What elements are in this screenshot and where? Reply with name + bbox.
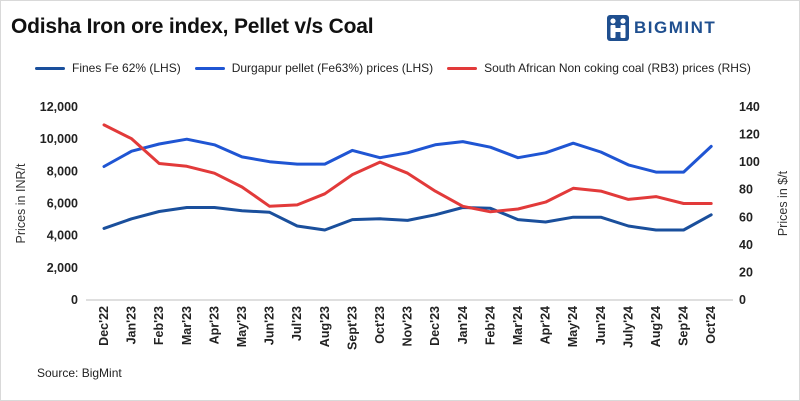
logo-text: BIGMINT xyxy=(634,18,717,37)
x-tick-label: Sep'24 xyxy=(677,306,691,346)
x-tick-label: Jun'24 xyxy=(594,306,608,345)
legend-item-fines: Fines Fe 62% (LHS) xyxy=(35,61,181,75)
x-tick-label: Jun'23 xyxy=(263,306,277,345)
y-left-tick-label: 8,000 xyxy=(47,164,78,178)
x-tick-label: Dec'23 xyxy=(428,306,442,346)
series-line xyxy=(102,206,713,232)
y-left-axis-title: Prices in INR/t xyxy=(14,163,28,243)
y-right-tick-label: 40 xyxy=(739,238,753,252)
series-line xyxy=(102,123,713,214)
legend-item-pellet: Durgapur pellet (Fe63%) prices (LHS) xyxy=(194,61,434,75)
legend-swatch xyxy=(35,66,65,70)
y-right-tick-label: 0 xyxy=(739,293,746,307)
y-right-tick-label: 140 xyxy=(739,100,760,114)
legend-label: Fines Fe 62% (LHS) xyxy=(72,61,181,75)
y-left-tick-label: 10,000 xyxy=(40,132,78,146)
legend-label: South African Non coking coal (RB3) pric… xyxy=(484,61,751,75)
series-line xyxy=(102,137,713,174)
x-tick-label: Apr'23 xyxy=(207,306,221,344)
y-right-tick-label: 60 xyxy=(739,210,753,224)
y-right-axis-title: Prices in $/t xyxy=(776,170,790,236)
x-tick-label: Aug'23 xyxy=(318,306,332,347)
y-right-tick-label: 100 xyxy=(739,155,760,169)
x-tick-label: Oct'23 xyxy=(373,306,387,344)
x-tick-label: Jul'23 xyxy=(290,306,304,341)
legend-label: Durgapur pellet (Fe63%) prices (LHS) xyxy=(231,61,434,75)
x-tick-label: Jan'23 xyxy=(125,306,139,344)
y-left-tick-label: 6,000 xyxy=(47,197,78,211)
bigmint-logo-icon xyxy=(607,15,629,41)
x-tick-label: Mar'24 xyxy=(511,306,525,345)
x-tick-label: Mar'23 xyxy=(180,306,194,345)
y-left-tick-label: 2,000 xyxy=(47,261,78,275)
x-tick-label: Sept'23 xyxy=(345,306,359,350)
x-tick-label: May'23 xyxy=(235,306,249,347)
legend-item-coal: South African Non coking coal (RB3) pric… xyxy=(447,61,751,75)
x-tick-label: May'24 xyxy=(566,306,580,347)
y-left-tick-label: 12,000 xyxy=(40,100,78,114)
chart-title: Odisha Iron ore index, Pellet v/s Coal xyxy=(11,15,374,38)
x-tick-label: Oct'24 xyxy=(704,306,718,344)
x-tick-label: Nov'23 xyxy=(401,306,415,347)
x-tick-label: Dec'22 xyxy=(97,306,111,346)
source-note: Source: BigMint xyxy=(37,366,122,380)
y-left-tick-label: 0 xyxy=(71,293,78,307)
legend-swatch xyxy=(447,66,478,70)
legend-swatch xyxy=(194,66,225,70)
x-tick-label: Jan'24 xyxy=(456,306,470,344)
x-tick-label: Aug'24 xyxy=(649,306,663,347)
bigmint-logo: BIGMINT xyxy=(607,11,716,45)
y-right-tick-label: 120 xyxy=(739,128,760,142)
x-tick-label: Apr'24 xyxy=(539,306,553,344)
y-right-tick-label: 80 xyxy=(739,183,753,197)
legend: Fines Fe 62% (LHS) Durgapur pellet (Fe63… xyxy=(35,61,765,75)
x-tick-label: Feb'24 xyxy=(483,306,497,345)
y-right-tick-label: 20 xyxy=(739,265,753,279)
x-tick-label: Feb'23 xyxy=(152,306,166,345)
y-left-tick-label: 4,000 xyxy=(47,229,78,243)
x-tick-label: July'24 xyxy=(621,306,635,348)
